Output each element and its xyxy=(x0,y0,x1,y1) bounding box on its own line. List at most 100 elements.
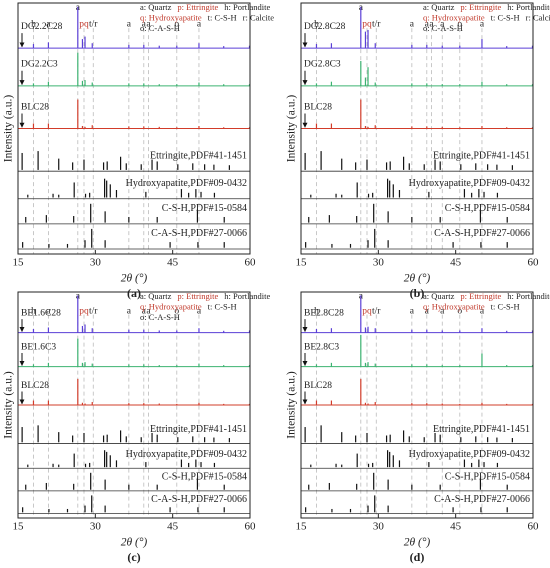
sample-label: DG2.2C3 xyxy=(21,60,58,70)
x-tick-label: 60 xyxy=(528,257,540,269)
x-tick-label: 30 xyxy=(90,521,102,533)
x-tick-label: 60 xyxy=(528,521,540,533)
legend-entry: q: Hydroxyapatite xyxy=(140,301,202,311)
peak-annotation: pq xyxy=(79,20,89,30)
legend-entry: q: Hydroxyapatite xyxy=(423,12,485,22)
x-tick-label: 45 xyxy=(167,521,179,533)
peak-annotation: a xyxy=(142,306,147,316)
peak-annotation: a xyxy=(440,20,445,30)
sample-label: BLC28 xyxy=(21,102,49,112)
y-axis-label: Intensity (a.u.) xyxy=(286,371,298,439)
reference-label: C-S-H,PDF#15-0584 xyxy=(445,203,530,214)
legend-entry: o: C-A-S-H xyxy=(423,23,463,33)
peak-annotation: o xyxy=(174,20,179,30)
legend-entry: p: Ettringite xyxy=(177,291,218,301)
plot-frame xyxy=(300,291,534,519)
peak-annotation: h xyxy=(31,306,36,316)
peak-annotation: h xyxy=(31,20,36,30)
peak-annotation: a xyxy=(127,306,132,316)
legend-entry: a: Quartz xyxy=(423,2,455,12)
legend-entry: t: C-S-H xyxy=(208,12,237,22)
legend-entry: p: Ettringite xyxy=(460,2,501,12)
reference-label: Ettringite,PDF#41-1451 xyxy=(150,150,247,161)
reference-label: C-S-H,PDF#15-0584 xyxy=(162,203,247,214)
peak-annotation: a xyxy=(46,306,51,316)
legend-entry: h: Portlandite xyxy=(224,2,270,12)
reference-label: Ettringite,PDF#41-1451 xyxy=(433,424,530,435)
y-axis-label: Intensity (a.u.) xyxy=(3,371,15,439)
legend-entry: h: Portlandite xyxy=(507,291,550,301)
peak-annotation: t/r xyxy=(89,306,98,316)
peak-annotation: t/r xyxy=(372,20,381,30)
reference-label: Hydroxyapatite,PDF#09-0432 xyxy=(126,449,247,460)
legend-entry: o: C-A-S-H xyxy=(140,312,180,322)
peak-annotation: pq xyxy=(79,306,89,316)
legend-entry: t: C-S-H xyxy=(208,301,237,311)
peak-annotation: a xyxy=(480,306,485,316)
x-axis-label: 2θ (°) xyxy=(121,537,148,549)
x-tick-label: 30 xyxy=(90,257,102,269)
peak-annotation: a xyxy=(440,306,445,316)
peak-annotation: a xyxy=(142,20,147,30)
peak-annotation: h xyxy=(314,306,319,316)
peak-annotation: a xyxy=(410,20,415,30)
peak-annotation: a xyxy=(146,306,151,316)
panel-label: (a) xyxy=(127,286,141,300)
peak-annotation: a xyxy=(429,20,434,30)
x-tick-label: 15 xyxy=(296,257,308,269)
x-tick-label: 15 xyxy=(296,521,308,533)
peak-annotation: a xyxy=(425,306,430,316)
legend-entry: h: Portlandite xyxy=(224,291,270,301)
reference-label: Ettringite,PDF#41-1451 xyxy=(433,150,530,161)
x-tick-label: 45 xyxy=(167,257,179,269)
sample-label: BE2.8C28 xyxy=(304,309,344,319)
peak-annotation: o xyxy=(457,306,462,316)
legend-entry: r: Calcite xyxy=(243,12,275,22)
x-tick-label: 45 xyxy=(450,257,462,269)
sample-label: BE1.6C3 xyxy=(21,343,56,353)
reference-label: Ettringite,PDF#41-1451 xyxy=(150,424,247,435)
legend-entry: t: C-S-H xyxy=(491,301,520,311)
x-tick-label: 15 xyxy=(13,257,25,269)
sample-label: DG2.8C3 xyxy=(304,60,341,70)
reference-label: C-A-S-H,PDF#27-0066 xyxy=(151,494,247,505)
sample-label: DG2.8C28 xyxy=(304,22,346,32)
legend-entry: a: Quartz xyxy=(140,2,172,12)
legend-entry: q: Hydroxyapatite xyxy=(140,12,202,22)
reference-label: Hydroxyapatite,PDF#09-0432 xyxy=(409,178,530,189)
legend-entry: h: Portlandite xyxy=(507,2,550,12)
peak-annotation: o xyxy=(174,306,179,316)
x-axis-label: 2θ (°) xyxy=(404,273,431,285)
legend-entry: q: Hydroxyapatite xyxy=(423,301,485,311)
peak-annotation: o xyxy=(457,20,462,30)
legend-entry: r: Calcite xyxy=(526,12,550,22)
peak-annotation: pq xyxy=(362,306,372,316)
sample-label: BLC28 xyxy=(304,102,332,112)
reference-label: C-A-S-H,PDF#27-0066 xyxy=(434,494,530,505)
peak-annotation: t/r xyxy=(372,306,381,316)
sample-label: DG2.2C28 xyxy=(21,22,63,32)
reference-label: C-A-S-H,PDF#27-0066 xyxy=(151,228,247,239)
legend-entry: a: Quartz xyxy=(423,291,455,301)
peak-annotation: a xyxy=(127,20,132,30)
peak-annotation: pq xyxy=(362,20,372,30)
x-axis-label: 2θ (°) xyxy=(121,273,148,285)
x-tick-label: 30 xyxy=(373,257,385,269)
peak-annotation: a xyxy=(146,20,151,30)
legend-entry: t: C-S-H xyxy=(491,12,520,22)
legend-entry: p: Ettringite xyxy=(460,291,501,301)
reference-label: C-S-H,PDF#15-0584 xyxy=(445,472,530,483)
reference-label: C-S-H,PDF#15-0584 xyxy=(162,472,247,483)
x-tick-label: 30 xyxy=(373,521,385,533)
x-axis-label: 2θ (°) xyxy=(404,537,431,549)
sample-label: BE1.6C28 xyxy=(21,309,61,319)
plot-frame xyxy=(17,2,251,255)
peak-annotation: a xyxy=(410,306,415,316)
sample-label: BLC28 xyxy=(304,381,332,391)
peak-annotation: a xyxy=(480,20,485,30)
peak-annotation: a xyxy=(197,306,202,316)
